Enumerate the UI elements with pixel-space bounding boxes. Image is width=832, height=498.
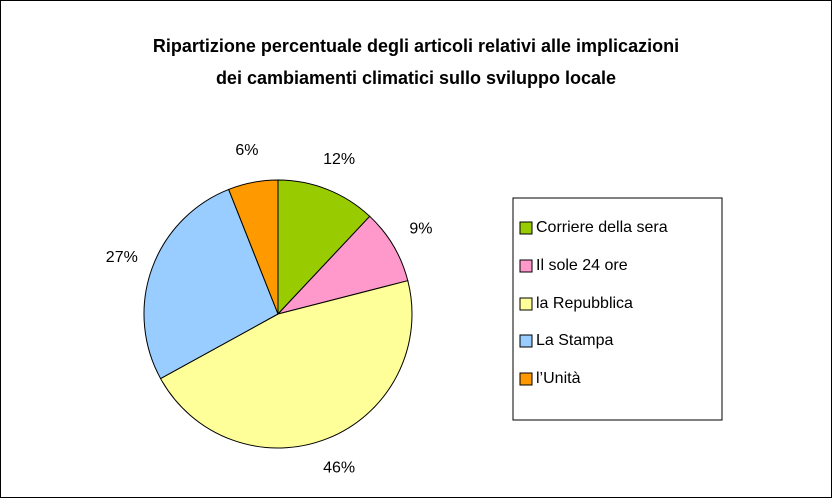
chart-title: Ripartizione percentuale degli articoli … [152, 36, 680, 88]
pie-slice [277, 179, 371, 316]
data-label: 46% [323, 460, 355, 477]
data-label: 12% [323, 151, 355, 168]
legend-label: l’Unità [536, 370, 581, 387]
legend-swatch [519, 297, 533, 311]
data-label: 27% [106, 249, 138, 266]
legend-swatch [519, 221, 533, 235]
legend-label: Corriere della sera [536, 219, 668, 236]
legend-swatch [519, 259, 533, 273]
pie-slice [143, 188, 279, 380]
legend-swatch [519, 334, 533, 348]
legend-label: la Repubblica [536, 295, 633, 312]
data-label: 6% [235, 142, 258, 159]
data-label: 9% [409, 221, 432, 238]
pie-slice [159, 280, 413, 449]
legend-swatch [519, 372, 533, 386]
legend-box [512, 197, 723, 421]
legend-label: La Stampa [536, 332, 613, 349]
pie-slice [228, 179, 279, 315]
legend-label: Il sole 24 ore [536, 257, 628, 274]
